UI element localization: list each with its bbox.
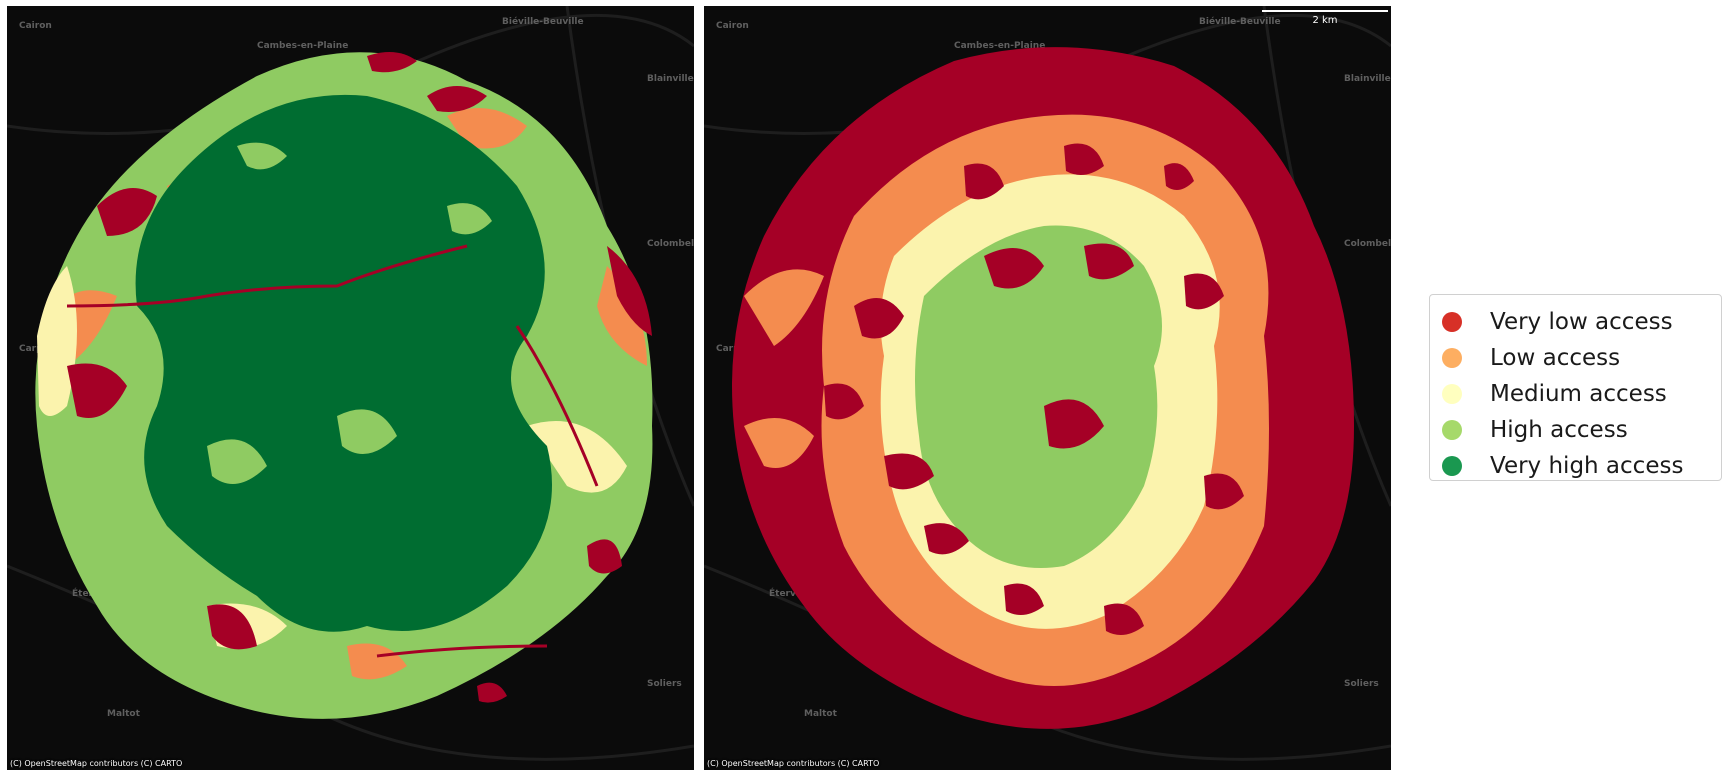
place-label: Biéville-Beuville <box>502 16 584 27</box>
place-label: Cairon <box>716 21 749 31</box>
legend-item-very-low: Very low access <box>1442 307 1718 337</box>
scale-bar-line <box>1262 10 1388 12</box>
map-panel-left[interactable]: Cairon Cambes-en-Plaine Biéville-Beuville B… <box>7 6 694 770</box>
place-label: Biéville-Beuville <box>1199 16 1281 27</box>
legend-swatch <box>1442 420 1462 440</box>
accessibility-area <box>35 52 653 719</box>
place-label: Maltot <box>107 709 141 719</box>
place-label: Blainville <box>647 74 694 84</box>
legend-label: Medium access <box>1490 381 1667 407</box>
legend-swatch <box>1442 312 1462 332</box>
place-label: Cambes-en-Plaine <box>257 41 348 51</box>
place-label: Colombelles <box>647 239 694 249</box>
place-label: Colombelles <box>1344 239 1391 249</box>
map-canvas-left: Cairon Cambes-en-Plaine Biéville-Beuville B… <box>7 6 694 761</box>
map-legend: Very low access Low access Medium access… <box>1429 294 1722 481</box>
legend-label: Very low access <box>1490 309 1673 335</box>
legend-item-medium: Medium access <box>1442 379 1718 409</box>
scale-bar: 2 km <box>1262 8 1388 26</box>
place-label: Soliers <box>647 679 682 689</box>
place-label: Soliers <box>1344 679 1379 689</box>
map-panel-right[interactable]: Cairon Cambes-en-Plaine Biéville-Beuville B… <box>704 6 1391 770</box>
legend-item-high: High access <box>1442 415 1718 445</box>
map-canvas-right: Cairon Cambes-en-Plaine Biéville-Beuville B… <box>704 6 1391 761</box>
legend-item-low: Low access <box>1442 343 1718 373</box>
legend-item-very-high: Very high access <box>1442 451 1718 481</box>
legend-label: Low access <box>1490 345 1621 371</box>
legend-label: Very high access <box>1490 453 1684 479</box>
map-attribution: (C) OpenStreetMap contributors (C) CARTO <box>10 759 183 768</box>
legend-swatch <box>1442 384 1462 404</box>
legend-swatch <box>1442 348 1462 368</box>
map-attribution: (C) OpenStreetMap contributors (C) CARTO <box>707 759 880 768</box>
scale-bar-label: 2 km <box>1312 15 1338 26</box>
place-label: Maltot <box>804 709 838 719</box>
place-label: Blainville <box>1344 74 1391 84</box>
place-label: Cambes-en-Plaine <box>954 41 1045 51</box>
accessibility-area <box>732 47 1354 729</box>
place-label: Cairon <box>19 21 52 31</box>
legend-label: High access <box>1490 417 1628 443</box>
legend-swatch <box>1442 456 1462 476</box>
